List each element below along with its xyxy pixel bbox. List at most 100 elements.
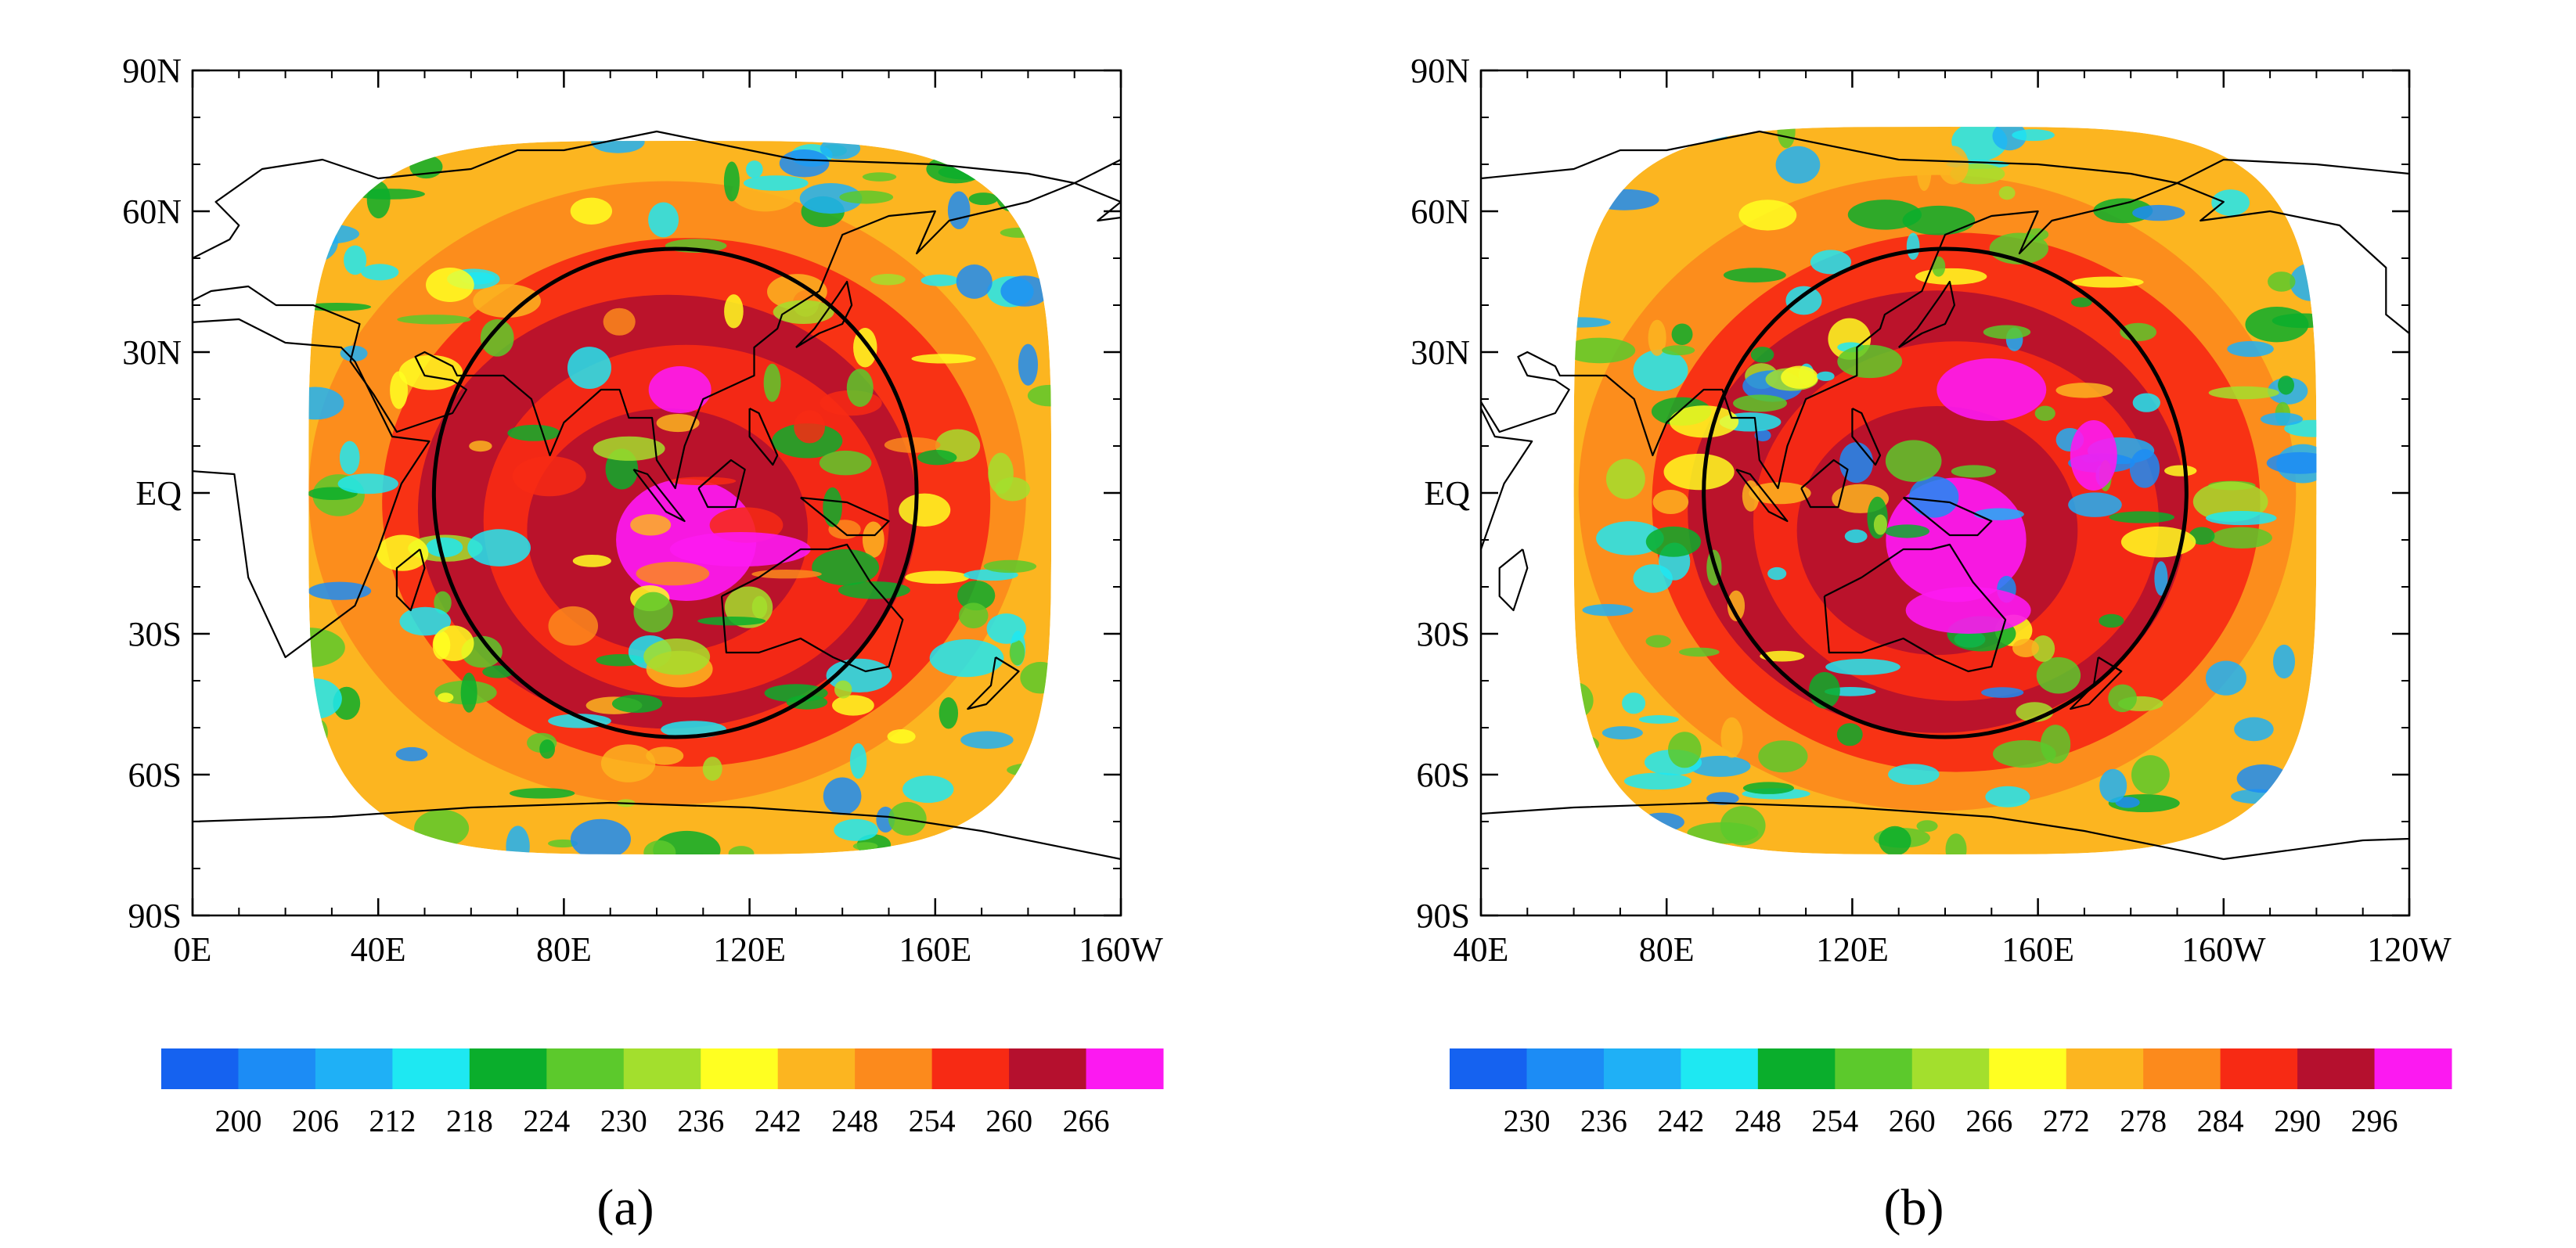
cloud-patch (1596, 521, 1664, 556)
newguinea-coastline (800, 496, 890, 537)
y-tick-label: 60S (1417, 756, 1470, 794)
cloud-patch (2259, 824, 2275, 853)
map-chart-a: 0E 40E 80E 120E 160E 160W 90N 60N 30N EQ 30S 60S 90S… (122, 52, 1164, 1236)
cloud-patch (986, 613, 1026, 644)
cloud-patch (1973, 508, 2024, 520)
cloud-patch (947, 191, 971, 229)
cloud-patch (1750, 347, 1774, 363)
cloud-patch (917, 450, 957, 466)
cloud-patch (1007, 763, 1051, 777)
cloud-patch (473, 284, 541, 318)
map-chart-b: 40E 80E 120E 160E 160W 120W 90N 60N 30N EQ 30S 60S 9… (1410, 52, 2452, 1236)
cloud-patch (1623, 772, 1692, 790)
cloud-patch (2234, 717, 2274, 742)
cloud-patch (2036, 656, 2081, 694)
cloud-patch (308, 387, 344, 420)
cloud-patch (1000, 227, 1039, 238)
cloud-patch (1758, 740, 1808, 773)
colorbar-swatch (2143, 1048, 2221, 1089)
cloud-patch (1817, 371, 1835, 381)
cloud-patch (1760, 650, 1805, 662)
cloud-patch (2282, 822, 2299, 832)
cloud-patch (1663, 453, 1735, 491)
cloud-patch (2012, 129, 2055, 142)
philippines-coastline (1851, 408, 1882, 466)
cloud-patch (1902, 205, 1976, 236)
cloud-patch (366, 181, 391, 219)
cloud-patch (751, 569, 822, 579)
newguinea-coastline (1902, 496, 1993, 537)
cloud-patch (1720, 806, 1766, 846)
cloud-patch (1009, 639, 1025, 666)
eurasia-coastline (1481, 130, 2178, 490)
x-tick-label: 80E (536, 930, 592, 969)
cloud-patch (1727, 590, 1746, 621)
cloud-patch (361, 264, 399, 281)
cloud-patch (911, 354, 976, 364)
x-tick-label: 120E (713, 930, 786, 969)
colorbar-swatch (623, 1048, 701, 1089)
cloud-patch (1032, 748, 1051, 772)
cloud-patch (390, 371, 409, 409)
cloud-patch (702, 757, 722, 781)
cloud-patch (1633, 816, 1655, 836)
y-tick-label: 90N (122, 52, 182, 90)
cloud-patch (1916, 820, 1938, 833)
cloud-patch (434, 591, 452, 614)
australia-coastline (720, 543, 904, 673)
cloud-patch (1844, 529, 1868, 543)
cloud-patch (899, 493, 951, 527)
colorbar-swatch (1911, 1048, 1990, 1089)
cloud-patch (1024, 178, 1051, 221)
colorbar-swatch (2374, 1048, 2452, 1089)
cloud-patch (1825, 658, 1900, 675)
colorbar-swatch (1086, 1048, 1164, 1089)
cloud-patch (2278, 376, 2294, 395)
cloud-patch (591, 141, 645, 153)
cloud-patch (939, 697, 959, 729)
cloud-patch (509, 788, 575, 799)
cloud-patch (567, 347, 611, 390)
cloud-patch (996, 179, 1027, 212)
cloud-patch (995, 477, 1030, 502)
cloud-patch (2055, 383, 2113, 398)
cloud-patch (1573, 682, 1594, 719)
cloud-patch (887, 729, 916, 744)
cloud-patch (1645, 526, 1702, 557)
cloud-patch (2012, 638, 2039, 657)
northamerica-coastline (1074, 158, 1121, 222)
cloud-patch (819, 450, 872, 476)
cloud-patch (1573, 213, 1585, 245)
cloud-patch (1884, 524, 1930, 538)
africa-coastline (1481, 406, 1533, 552)
cloud-patch (1836, 723, 1863, 746)
colorbar-swatch (1835, 1048, 1913, 1089)
cloud-patch (1742, 782, 1795, 794)
cloud-patch (1678, 647, 1720, 657)
colorbar-level-label: 248 (831, 1103, 878, 1138)
cloud-patch (2099, 613, 2124, 628)
y-tick-label: EQ (1424, 474, 1470, 513)
x-tick-label: 160E (2001, 930, 2074, 969)
cloud-patch (2284, 419, 2317, 437)
cloud-patch (870, 274, 906, 286)
cloud-patch (2109, 511, 2174, 523)
y-tick-label: 60N (1410, 192, 1470, 231)
colorbar-swatch (392, 1048, 470, 1089)
colorbar-level-label: 260 (985, 1103, 1032, 1138)
sumatra-coastline (632, 468, 686, 523)
panel-label: (b) (1884, 1179, 1944, 1236)
cloud-patch (1777, 127, 1796, 149)
cloud-patch (2272, 313, 2317, 329)
cloud-patch (308, 581, 372, 600)
cloud-patch (957, 580, 996, 611)
cloud-patch (2154, 561, 2168, 596)
satellite-disk (1573, 127, 2317, 854)
colorbar-swatch (1681, 1048, 1759, 1089)
cloud-patch (548, 606, 599, 646)
y-tick-label: 30S (128, 615, 182, 653)
cloud-patch (398, 354, 463, 390)
cloud-patch (1573, 734, 1600, 754)
cloud-patch (1738, 200, 1797, 231)
cloud-patch (1837, 344, 1903, 379)
